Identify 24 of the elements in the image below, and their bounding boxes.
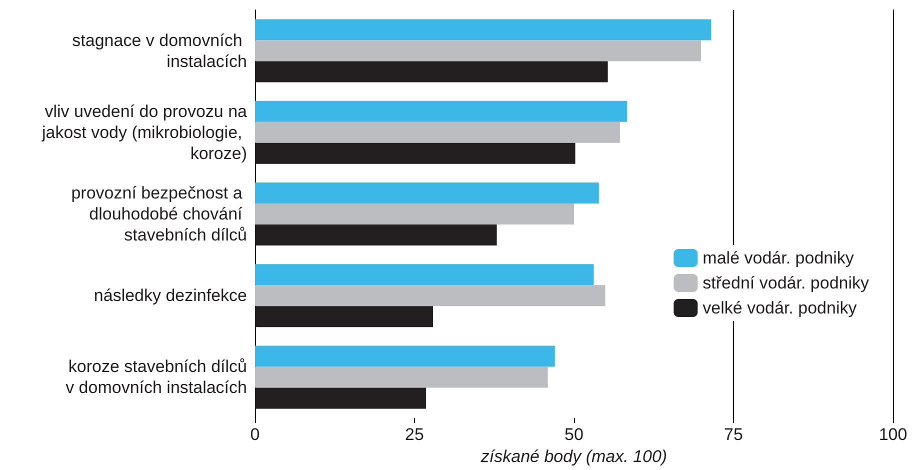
bar (255, 182, 599, 204)
bar (255, 204, 574, 224)
bar (255, 100, 627, 122)
bar (255, 366, 548, 388)
legend-label: střední vodár. podniky (702, 274, 870, 292)
bar (255, 19, 712, 40)
x-tick-label: 25 (405, 425, 424, 444)
x-axis-title: získané body (max. 100) (480, 447, 668, 466)
x-tick-label: 75 (724, 425, 743, 444)
legend-label: malé vodár. podniky (702, 248, 854, 268)
bar (255, 285, 606, 306)
y-tick-label: provozní bezpečnost a dlouhodobé chování stavebních dílců (71, 184, 247, 244)
bar (255, 122, 620, 143)
y-tick-label: koroze stavebních dílců v domovních instalacích (60, 357, 247, 398)
legend-label: velké vodár. podniky (702, 298, 858, 318)
y-tick-label: vliv uvedení do provozu na jakost vody (mikrobiologie, koroze) (37, 102, 248, 163)
x-tick-label: 0 (250, 425, 260, 444)
y-tick-label: následky dezinfekce (94, 286, 247, 306)
bar (255, 264, 594, 286)
bar (255, 346, 555, 367)
y-tick-label: stagnace v domovních instalacích (72, 30, 247, 71)
x-tick-label: 100 (878, 425, 908, 444)
bar (255, 40, 701, 62)
x-tick-label: 50 (564, 425, 584, 444)
